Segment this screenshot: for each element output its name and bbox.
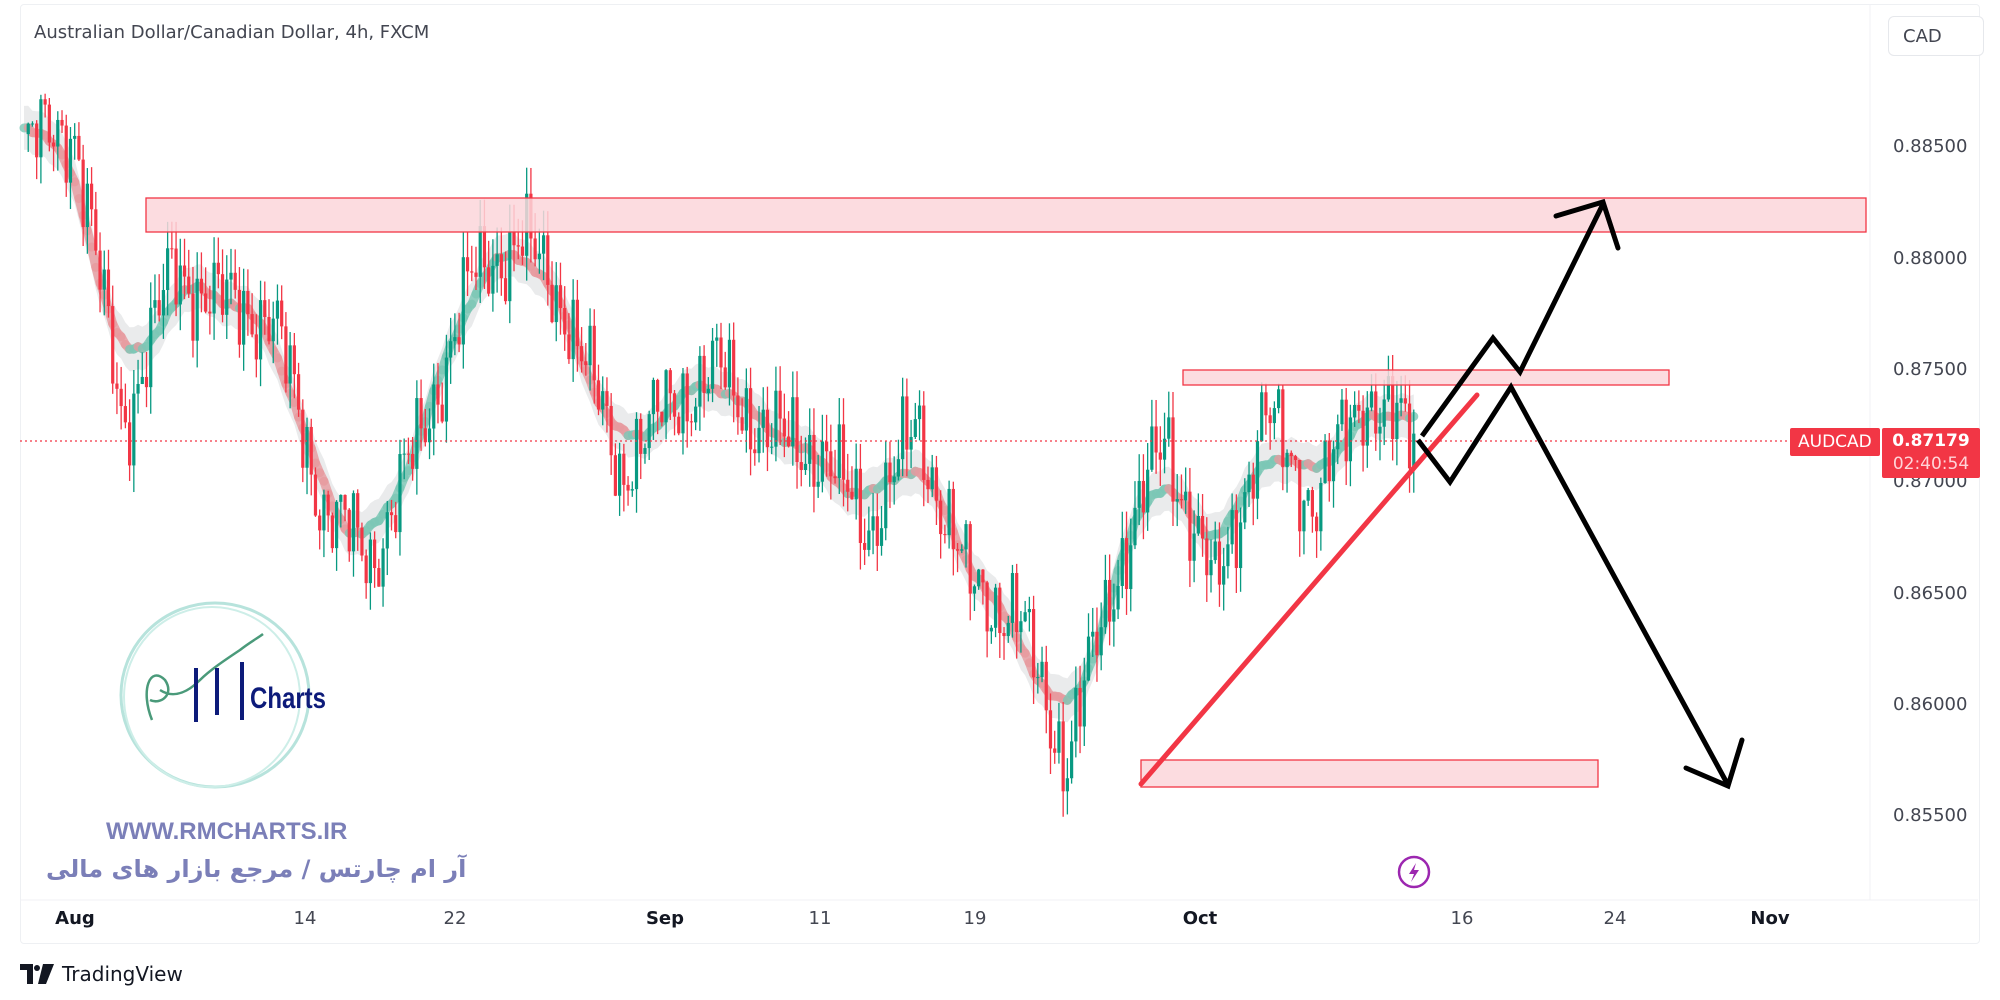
symbol-tag: AUDCAD	[1790, 428, 1880, 456]
bearish-projection-path[interactable]	[1416, 382, 1731, 787]
time-axis-label: 16	[1450, 908, 1474, 929]
bearish-arrowhead-icon	[1683, 737, 1745, 790]
time-axis-label: 11	[808, 908, 832, 929]
tradingview-logo[interactable]: TradingView	[20, 962, 183, 986]
chart-title: Australian Dollar/Canadian Dollar, 4h, F…	[34, 22, 430, 43]
watermark-charts-word: Charts	[250, 682, 327, 715]
price-axis-label: 0.86500	[1893, 583, 1968, 604]
last-price-value: 0.87179	[1892, 431, 1970, 451]
time-axis-label: Aug	[55, 908, 95, 929]
time-axis-label: 19	[963, 908, 987, 929]
time-axis-label: Nov	[1750, 908, 1790, 929]
time-axis-label: Sep	[645, 908, 685, 929]
watermark-persian-text: آر ام چارتس / مرجع بازار های مالی	[46, 855, 467, 883]
time-axis-label: 24	[1603, 908, 1627, 929]
price-axis-label: 0.87500	[1893, 359, 1968, 380]
rm-charts-logo	[119, 601, 311, 789]
time-axis-label: 22	[443, 908, 467, 929]
ascending-trendline[interactable]	[1138, 392, 1480, 787]
candlestick-series	[26, 93, 1416, 817]
price-axis-label: 0.88000	[1893, 248, 1968, 269]
lower-support-zone[interactable]	[1140, 759, 1599, 788]
currency-button[interactable]: CAD	[1888, 16, 1984, 56]
time-axis-label: Oct	[1182, 908, 1218, 929]
price-axis-label: 0.86000	[1893, 694, 1968, 715]
watermark-url: WWW.RMCHARTS.IR	[106, 818, 348, 845]
bar-countdown: 02:40:54	[1892, 454, 1970, 474]
lightning-event-icon[interactable]	[1397, 855, 1431, 889]
tradingview-wordmark: TradingView	[62, 962, 183, 986]
price-axis-label: 0.88500	[1893, 136, 1968, 157]
bullish-projection-path[interactable]	[1419, 202, 1606, 438]
bullish-arrowhead-icon	[1553, 198, 1621, 251]
range-top-zone[interactable]	[1182, 369, 1670, 386]
price-axis-label: 0.85500	[1893, 805, 1968, 826]
tradingview-icon	[20, 964, 54, 984]
time-axis-label: 14	[293, 908, 317, 929]
chart-panel[interactable]	[20, 4, 1980, 944]
last-price-tag: 0.87179 02:40:54	[1882, 428, 1980, 478]
upper-resistance-zone[interactable]	[145, 197, 1867, 233]
